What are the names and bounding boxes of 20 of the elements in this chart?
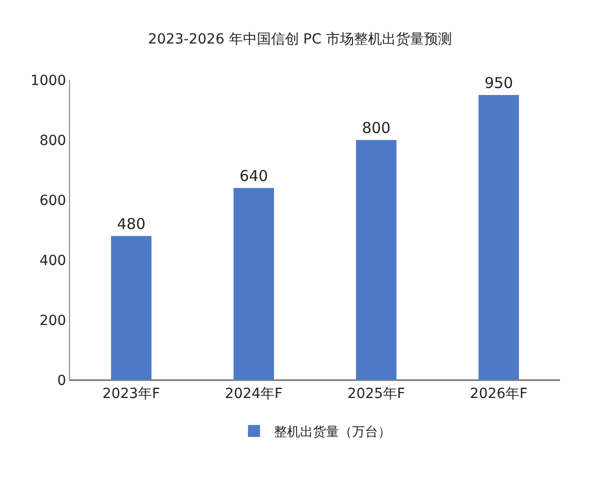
y-tick-label: 0 xyxy=(57,372,66,389)
data-label: 950 xyxy=(484,74,514,92)
chart-title: 2023-2026 年中国信创 PC 市场整机出货量预测 xyxy=(148,31,452,48)
y-tick-label: 800 xyxy=(39,132,66,149)
bar xyxy=(111,236,152,380)
legend-label: 整机出货量（万台） xyxy=(274,425,391,440)
x-tick-label: 2025年F xyxy=(347,386,406,402)
y-tick-label: 600 xyxy=(39,192,66,209)
x-tick-label: 2026年F xyxy=(470,386,528,402)
data-label: 640 xyxy=(239,167,268,185)
x-tick-label: 2023年F xyxy=(102,386,160,402)
x-tick-label: 2024年F xyxy=(224,386,283,402)
y-tick-label: 400 xyxy=(39,252,66,269)
bar xyxy=(234,188,274,380)
data-label: 480 xyxy=(116,215,146,233)
bar xyxy=(478,95,519,380)
data-label: 800 xyxy=(362,119,391,137)
y-tick-label: 200 xyxy=(39,312,66,329)
bar xyxy=(356,140,396,380)
y-tick-label: 1000 xyxy=(30,72,66,89)
